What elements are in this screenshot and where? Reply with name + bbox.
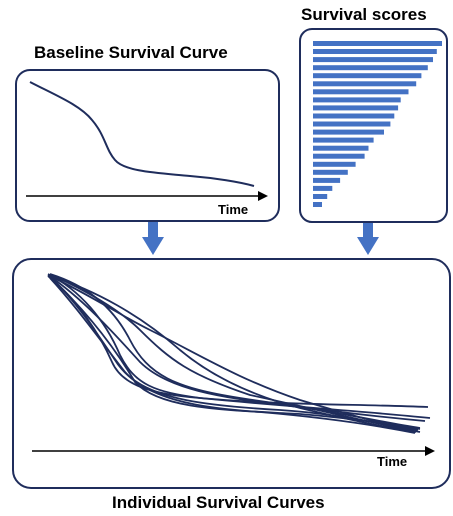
score-bar [313, 202, 322, 207]
score-bar [313, 185, 333, 191]
score-bar [313, 153, 365, 159]
score-bar [313, 89, 409, 95]
baseline-down-arrow [142, 222, 164, 255]
baseline-panel-box [15, 69, 280, 222]
baseline-survival-curve [29, 81, 255, 187]
scores-panel-title: Survival scores [301, 5, 427, 24]
individual-curve [49, 275, 417, 433]
individual-panel-box [12, 258, 451, 489]
score-bar [313, 145, 369, 151]
score-bars [313, 41, 442, 207]
score-bar [313, 169, 348, 175]
score-bar [313, 73, 422, 79]
baseline-axis-label: Time [218, 202, 249, 217]
individual-curve [49, 275, 419, 431]
individual-panel-title: Individual Survival Curves [112, 493, 325, 512]
score-bar [313, 49, 437, 54]
score-bar [313, 81, 417, 87]
score-bar [313, 129, 384, 135]
individual-axis-label: Time [377, 454, 408, 469]
score-bar [313, 65, 428, 71]
scores-down-arrow [357, 223, 379, 255]
individual-survival-curves [47, 273, 431, 434]
score-bar [313, 41, 442, 46]
score-bar [313, 105, 399, 111]
score-bar [313, 113, 395, 119]
score-bar [313, 57, 433, 63]
baseline-panel-title: Baseline Survival Curve [34, 43, 228, 62]
score-bar [313, 97, 401, 103]
score-bar [313, 161, 356, 167]
score-bar [313, 177, 341, 183]
score-bar [313, 121, 391, 127]
individual-curve [49, 276, 416, 434]
score-bar [313, 137, 374, 143]
score-bar [313, 194, 328, 199]
scores-panel-box [299, 28, 448, 223]
individual-curve [49, 276, 421, 430]
